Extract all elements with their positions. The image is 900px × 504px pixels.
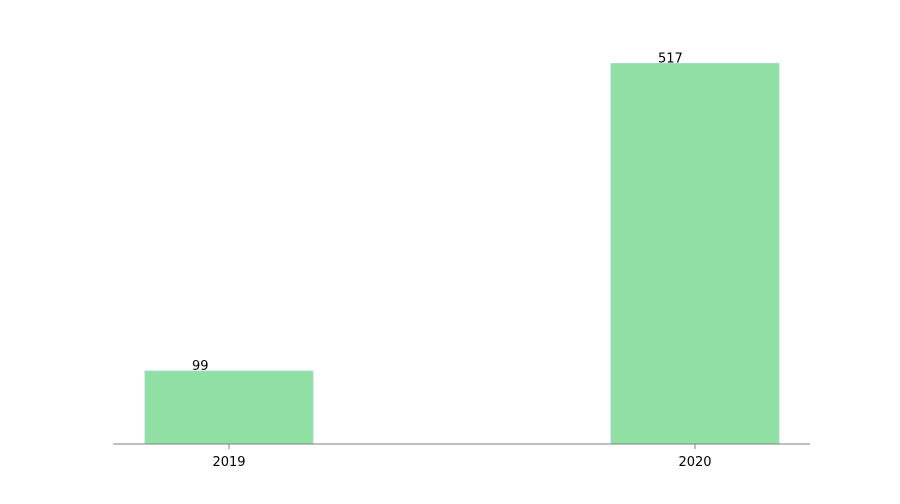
x-tick-label-2019: 2019 — [212, 455, 245, 470]
x-tick-label-2020: 2020 — [678, 455, 711, 470]
bar-2020 — [610, 62, 780, 445]
x-ticks-layer: 2019 2020 — [212, 444, 712, 470]
data-label-2019: 99 — [192, 359, 209, 374]
bars-layer — [144, 62, 780, 445]
bar-2019 — [144, 370, 314, 445]
data-labels-layer: 99 517 — [192, 51, 683, 374]
data-label-2020: 517 — [658, 51, 683, 66]
